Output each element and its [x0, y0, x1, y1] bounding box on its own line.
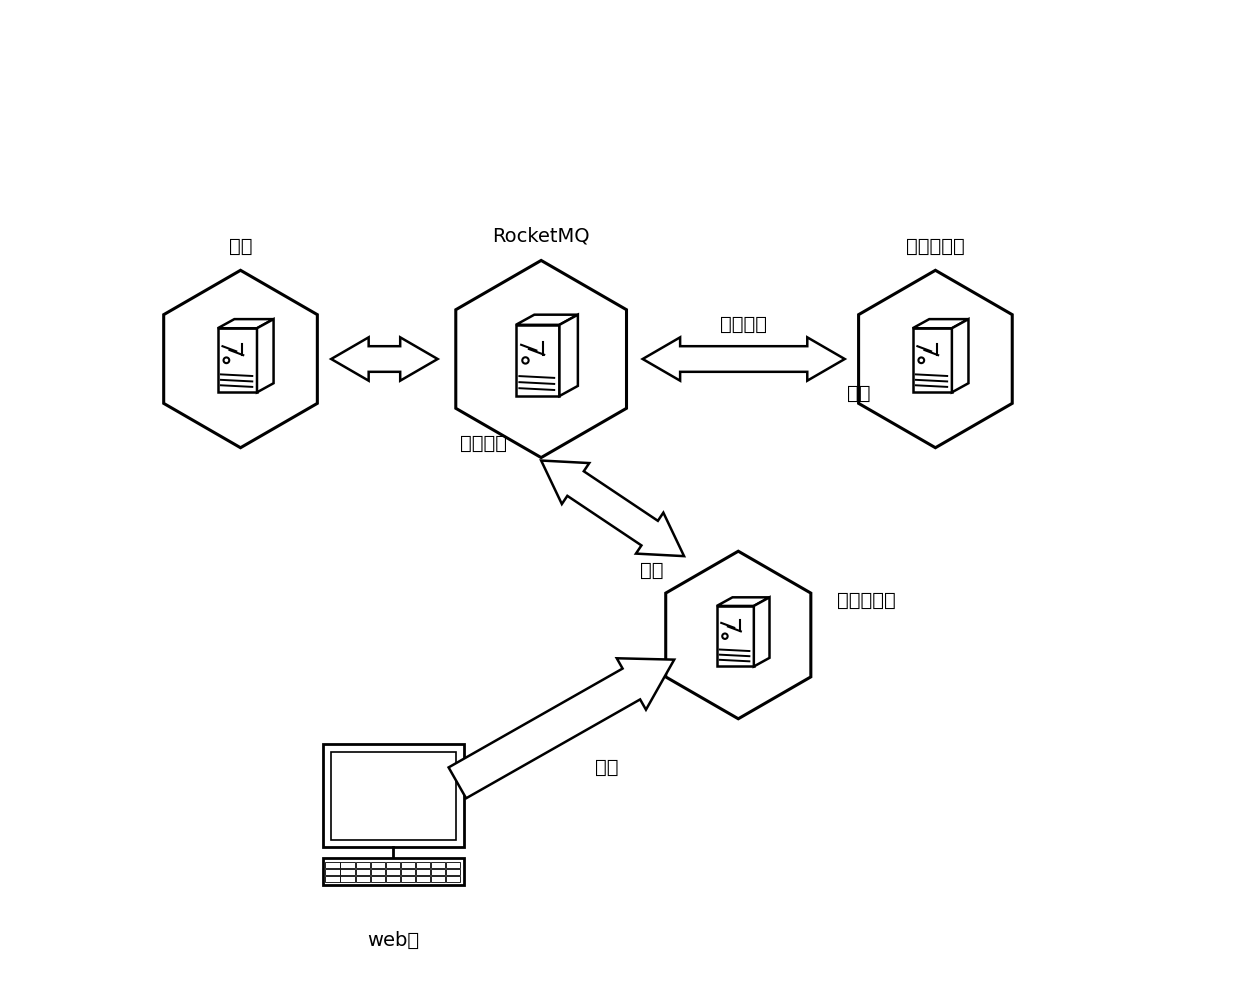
Polygon shape: [341, 862, 355, 868]
Text: 发送数据: 发送数据: [460, 433, 507, 452]
Polygon shape: [325, 869, 340, 875]
Circle shape: [722, 633, 728, 639]
Polygon shape: [432, 869, 445, 875]
Polygon shape: [324, 745, 464, 847]
Text: 配置子系统: 配置子系统: [837, 591, 895, 610]
Polygon shape: [913, 319, 968, 328]
Polygon shape: [432, 876, 445, 883]
Polygon shape: [446, 876, 460, 883]
Polygon shape: [386, 876, 401, 883]
Polygon shape: [356, 862, 370, 868]
Polygon shape: [356, 869, 370, 875]
Polygon shape: [164, 270, 317, 447]
Polygon shape: [331, 337, 438, 381]
Polygon shape: [717, 597, 770, 606]
Polygon shape: [371, 876, 384, 883]
Polygon shape: [325, 862, 340, 868]
Text: 业务子系统: 业务子系统: [906, 237, 965, 255]
Polygon shape: [341, 869, 355, 875]
Polygon shape: [666, 552, 811, 719]
Polygon shape: [218, 328, 257, 393]
Polygon shape: [401, 869, 415, 875]
Polygon shape: [257, 319, 274, 393]
Text: 发送数据: 发送数据: [719, 315, 766, 334]
Polygon shape: [371, 862, 384, 868]
Polygon shape: [331, 751, 456, 840]
Polygon shape: [415, 876, 430, 883]
Polygon shape: [456, 260, 626, 457]
Text: 配置: 配置: [595, 758, 619, 777]
Circle shape: [919, 358, 924, 363]
Polygon shape: [446, 862, 460, 868]
Polygon shape: [858, 270, 1012, 447]
Polygon shape: [449, 658, 675, 798]
Polygon shape: [415, 862, 430, 868]
Polygon shape: [371, 869, 384, 875]
Polygon shape: [324, 859, 464, 885]
Polygon shape: [717, 606, 754, 666]
Polygon shape: [541, 460, 684, 556]
Polygon shape: [356, 876, 370, 883]
Polygon shape: [516, 325, 559, 396]
Polygon shape: [341, 876, 355, 883]
Polygon shape: [432, 862, 445, 868]
Polygon shape: [516, 315, 578, 325]
Polygon shape: [415, 869, 430, 875]
Polygon shape: [325, 876, 340, 883]
Polygon shape: [386, 862, 401, 868]
Polygon shape: [559, 315, 578, 396]
Polygon shape: [218, 319, 274, 328]
Polygon shape: [401, 862, 415, 868]
Circle shape: [522, 357, 528, 364]
Polygon shape: [952, 319, 968, 393]
Polygon shape: [642, 337, 844, 381]
Text: web端: web端: [367, 931, 419, 950]
Polygon shape: [754, 597, 770, 666]
Text: RocketMQ: RocketMQ: [492, 227, 590, 246]
Polygon shape: [446, 869, 460, 875]
Circle shape: [223, 358, 229, 363]
Text: 监听: 监听: [640, 561, 663, 580]
Text: 监听: 监听: [847, 384, 870, 403]
Polygon shape: [386, 869, 401, 875]
Text: 网关: 网关: [228, 237, 252, 255]
Polygon shape: [913, 328, 952, 393]
Polygon shape: [401, 876, 415, 883]
